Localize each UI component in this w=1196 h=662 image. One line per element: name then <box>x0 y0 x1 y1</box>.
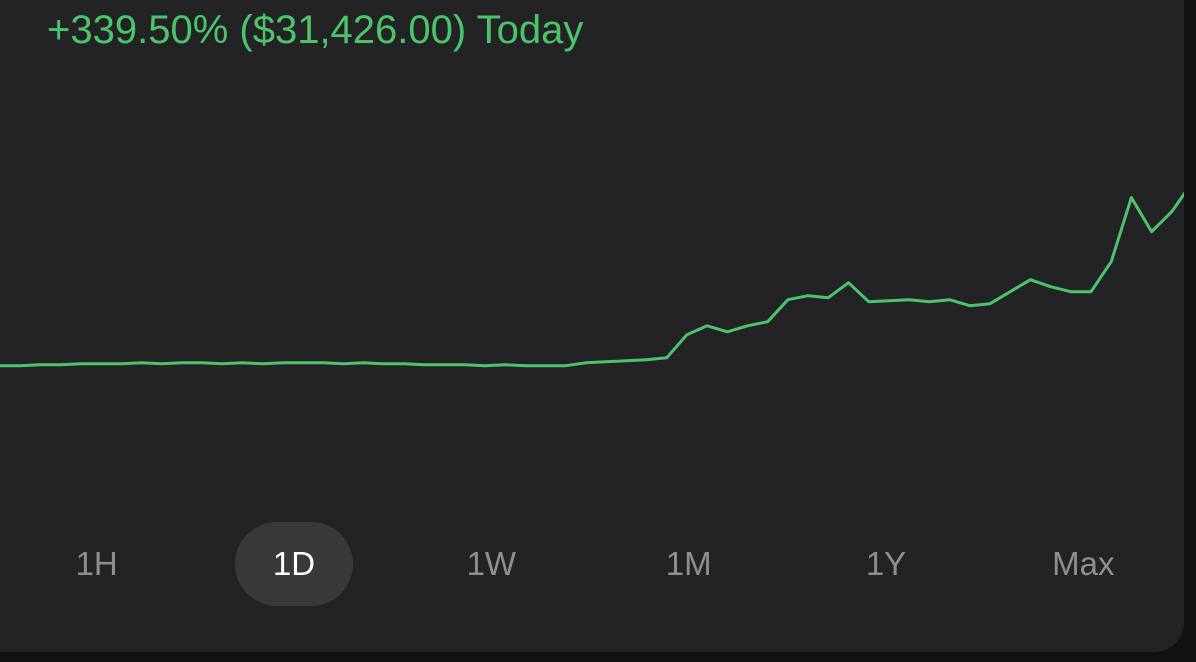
range-tab[interactable]: 1D <box>235 522 353 606</box>
range-tab[interactable]: 1H <box>75 545 118 582</box>
chart <box>0 191 1184 368</box>
range-tab[interactable]: Max <box>1052 545 1115 582</box>
range-tab[interactable]: 1W <box>466 545 517 582</box>
price-line <box>0 191 1184 368</box>
range-tab[interactable]: 1M <box>665 545 712 582</box>
change-header: +339.50% ($31,426.00) Today <box>47 8 584 52</box>
portfolio-card: +339.50% ($31,426.00) Today 1H 1D 1W 1M 1Y Ma… <box>0 0 1184 652</box>
range-tabs: 1H 1D 1W 1M 1Y Max <box>0 522 1184 606</box>
range-tab[interactable]: 1Y <box>865 545 907 582</box>
